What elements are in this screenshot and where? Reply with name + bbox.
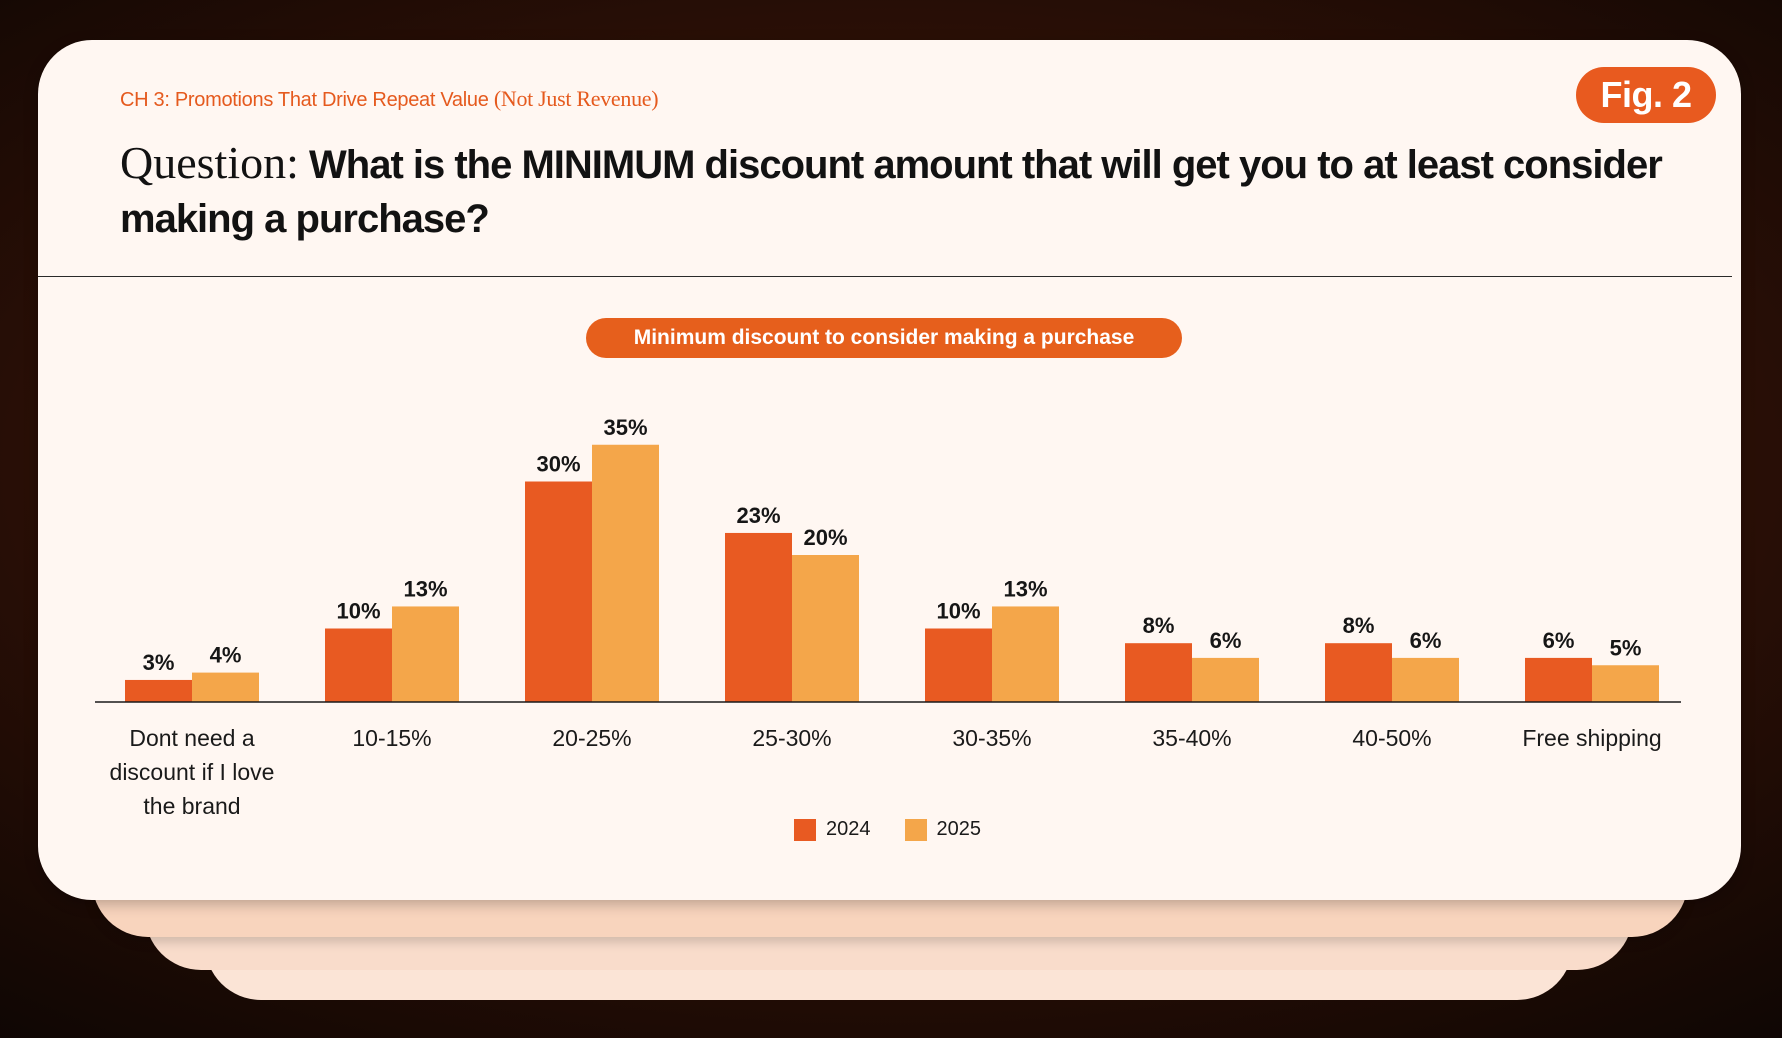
legend-swatch-2024 — [794, 818, 816, 841]
data-label-2024-5: 8% — [1143, 613, 1175, 638]
data-label-2025-6: 6% — [1410, 628, 1442, 653]
chapter-label: CH 3: Promotions That Drive Repeat Value… — [120, 86, 659, 112]
bar-2024-2 — [525, 481, 592, 702]
data-label-2025-0: 4% — [210, 643, 242, 668]
data-label-2024-4: 10% — [936, 599, 980, 624]
question-text: What is the MINIMUM discount amount that… — [120, 143, 1663, 241]
bar-2025-1 — [392, 606, 459, 702]
data-label-2025-2: 35% — [603, 415, 647, 440]
legend-label-2024: 2024 — [826, 818, 871, 840]
figure-card: CH 3: Promotions That Drive Repeat Value… — [38, 40, 1741, 900]
bar-2025-0 — [192, 672, 259, 702]
header-divider — [38, 276, 1732, 277]
bar-2025-5 — [1192, 657, 1259, 702]
chart-legend: 2024 2025 — [794, 818, 981, 841]
category-label-2-0: 20-25% — [552, 725, 631, 751]
bar-2025-6 — [1392, 657, 1459, 702]
category-label-4-0: 30-35% — [952, 725, 1031, 751]
category-label-5-0: 35-40% — [1152, 725, 1231, 751]
bar-2025-7 — [1592, 665, 1659, 702]
bar-2024-7 — [1525, 657, 1592, 702]
data-label-2024-7: 6% — [1543, 628, 1575, 653]
chapter-title: CH 3: Promotions That Drive Repeat Value — [120, 89, 489, 111]
data-label-2024-6: 8% — [1343, 613, 1375, 638]
bar-2024-6 — [1325, 643, 1392, 702]
category-label-7-0: Free shipping — [1522, 725, 1661, 751]
category-label-6-0: 40-50% — [1352, 725, 1431, 751]
figure-number-badge: Fig. 2 — [1576, 67, 1716, 123]
legend-item-2025: 2025 — [904, 818, 982, 841]
bar-2025-2 — [592, 444, 659, 702]
legend-item-2024: 2024 — [794, 818, 871, 841]
data-label-2025-7: 5% — [1610, 635, 1642, 660]
category-label-0-1: discount if I love — [110, 759, 275, 785]
category-label-3-0: 25-30% — [752, 725, 831, 751]
bar-2024-1 — [325, 628, 392, 702]
data-label-2025-4: 13% — [1003, 576, 1047, 601]
data-label-2025-1: 13% — [403, 576, 447, 601]
bar-chart: 3% 4% Dont need a discount if I love the bra… — [95, 415, 1681, 819]
data-label-2024-0: 3% — [143, 650, 175, 675]
data-label-2024-2: 30% — [536, 452, 580, 477]
chapter-subtitle: (Not Just Revenue) — [493, 86, 659, 111]
category-label-0-2: the brand — [143, 793, 240, 819]
legend-label-2025: 2025 — [936, 818, 982, 840]
chart-title: Minimum discount to consider making a pu… — [586, 318, 1182, 358]
question-heading: Question: What is the MINIMUM discount a… — [120, 136, 1720, 246]
category-label-1-0: 10-15% — [352, 725, 431, 751]
category-label-0-0: Dont need a — [129, 725, 255, 751]
data-label-2024-1: 10% — [336, 599, 380, 624]
bar-2024-4 — [925, 628, 992, 702]
bar-2024-5 — [1125, 643, 1192, 702]
data-label-2024-3: 23% — [736, 503, 780, 528]
data-label-2025-3: 20% — [803, 525, 847, 550]
bar-2025-4 — [992, 606, 1059, 702]
data-label-2025-5: 6% — [1210, 628, 1242, 653]
bar-2025-3 — [792, 555, 859, 702]
bar-2024-3 — [725, 532, 792, 702]
legend-swatch-2025 — [904, 818, 927, 841]
bar-2024-0 — [125, 679, 192, 702]
question-lead: Question: — [120, 137, 299, 188]
